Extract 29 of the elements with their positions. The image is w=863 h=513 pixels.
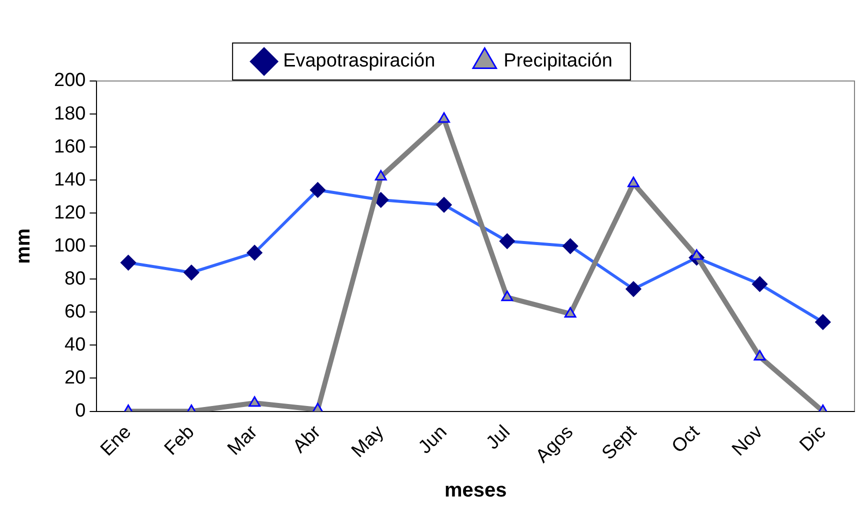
point (501, 290, 514, 302)
x-tick-label: Ene (96, 422, 136, 460)
x-tick-label: Jun (414, 422, 452, 458)
point (754, 350, 766, 361)
y-tick-label: 140 (54, 169, 86, 190)
y-tick-label: 60 (64, 301, 86, 322)
x-tick-label: Abr (289, 421, 326, 458)
y-tick-label: 100 (54, 235, 86, 256)
y-tick-label: 120 (54, 202, 86, 224)
x-tick-label: Dic (796, 422, 830, 456)
y-tick-label: 20 (64, 367, 86, 388)
legend-label: Evapotraspiración (283, 50, 436, 72)
x-tick-label: May (348, 421, 388, 462)
y-tick-label: 80 (64, 268, 86, 290)
y-tick-label: 0 (75, 400, 86, 422)
x-tick-label: Nov (728, 421, 768, 460)
x-tick-label: Jul (482, 422, 514, 454)
x-axis-title: meses (444, 480, 507, 502)
x-tick-label: Mar (224, 421, 262, 460)
x-tick-label: Feb (160, 422, 199, 460)
point (248, 396, 261, 407)
x-tick-label: Oct (668, 421, 704, 458)
y-tick-label: 180 (54, 103, 86, 124)
y-tick-label: 200 (54, 70, 86, 92)
y-tick-label: 40 (64, 334, 86, 356)
y-tick-label: 160 (54, 136, 86, 158)
legend-label: Precipitación (504, 50, 612, 72)
y-axis-title: mm (12, 228, 35, 264)
point (564, 307, 576, 318)
